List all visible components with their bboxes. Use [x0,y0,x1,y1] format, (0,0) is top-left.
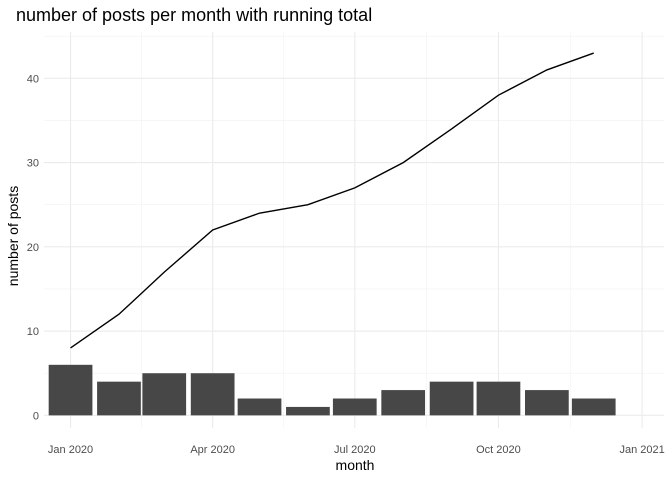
chart-title: number of posts per month with running t… [16,5,372,25]
y-axis-title: number of posts [5,186,21,286]
x-axis-ticks: Jan 2020 Apr 2020 Jul 2020 Oct 2020 Jan 2021 [48,444,665,456]
bar [429,381,474,416]
y-tick-label: 40 [27,73,39,85]
bar [48,364,93,416]
y-axis-ticks: 0 10 20 30 40 [27,73,39,422]
x-tick-label: Apr 2020 [190,444,235,456]
bar [571,398,616,416]
bar [142,373,187,416]
x-tick-label: Jul 2020 [334,444,376,456]
bar [525,390,569,416]
y-tick-label: 0 [33,410,39,422]
x-axis-title: month [336,457,375,473]
bar [97,381,141,416]
x-tick-label: Jan 2021 [620,444,665,456]
grid [44,32,664,428]
bar [476,381,521,416]
bar-series [48,364,616,416]
running-total-line [70,52,594,349]
bar [332,398,377,416]
x-tick-label: Oct 2020 [476,444,521,456]
y-tick-label: 30 [27,158,39,170]
x-tick-label: Jan 2020 [48,444,93,456]
bar [237,398,282,416]
bar [190,373,235,416]
y-tick-label: 20 [27,242,39,254]
bar [286,406,330,416]
bar [381,390,426,416]
y-tick-label: 10 [27,326,39,338]
